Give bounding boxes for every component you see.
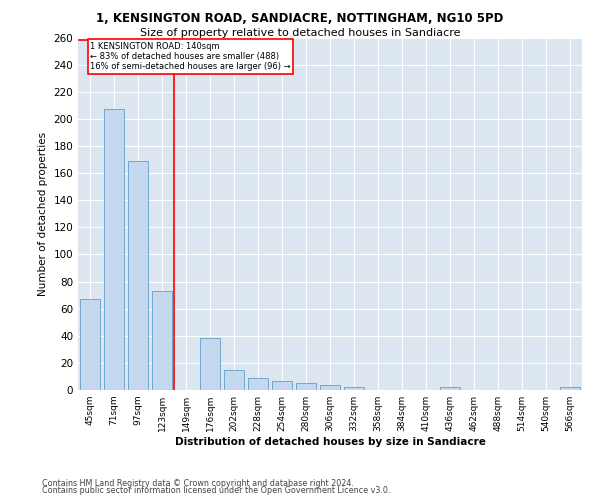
- Bar: [560, 388, 580, 390]
- Text: 1, KENSINGTON ROAD, SANDIACRE, NOTTINGHAM, NG10 5PD: 1, KENSINGTON ROAD, SANDIACRE, NOTTINGHA…: [97, 12, 503, 26]
- Bar: [248, 378, 268, 390]
- Bar: [344, 388, 364, 390]
- Bar: [440, 388, 460, 390]
- Bar: [224, 370, 244, 390]
- Text: Contains public sector information licensed under the Open Government Licence v3: Contains public sector information licen…: [42, 486, 391, 495]
- Bar: [128, 161, 148, 390]
- Bar: [320, 384, 340, 390]
- Bar: [200, 338, 220, 390]
- Bar: [80, 299, 100, 390]
- Text: Size of property relative to detached houses in Sandiacre: Size of property relative to detached ho…: [140, 28, 460, 38]
- Bar: [104, 110, 124, 390]
- X-axis label: Distribution of detached houses by size in Sandiacre: Distribution of detached houses by size …: [175, 437, 485, 447]
- Text: Contains HM Land Registry data © Crown copyright and database right 2024.: Contains HM Land Registry data © Crown c…: [42, 478, 354, 488]
- Bar: [296, 383, 316, 390]
- Y-axis label: Number of detached properties: Number of detached properties: [38, 132, 48, 296]
- Text: 1 KENSINGTON ROAD: 140sqm
← 83% of detached houses are smaller (488)
16% of semi: 1 KENSINGTON ROAD: 140sqm ← 83% of detac…: [90, 42, 291, 72]
- Bar: [272, 380, 292, 390]
- Bar: [152, 291, 172, 390]
